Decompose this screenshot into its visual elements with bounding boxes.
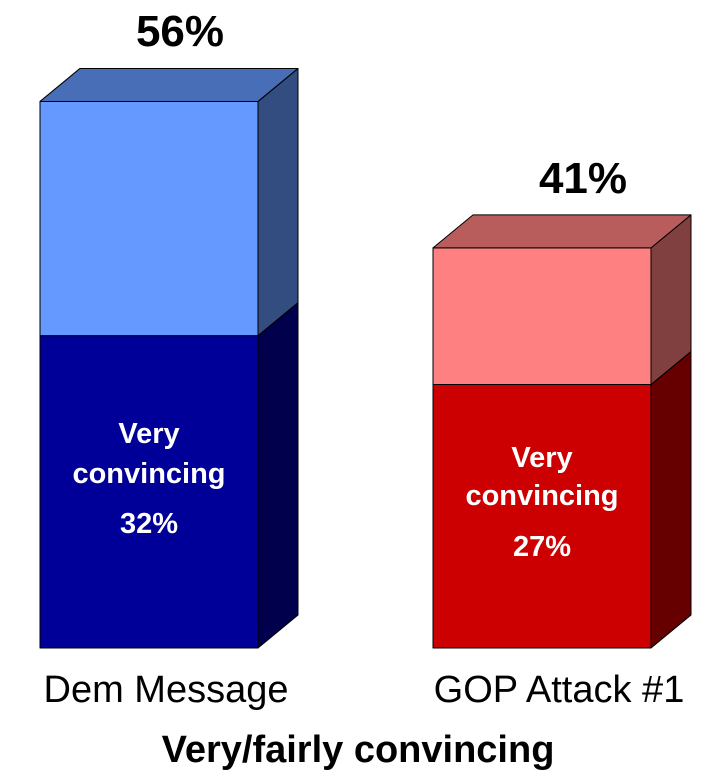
bars-layer: [39, 67, 692, 649]
bar-front-gop-seg1: [432, 247, 652, 385]
inner-label-dem-line1: Very: [118, 418, 179, 450]
bar-front-dem-seg1: [39, 100, 259, 337]
inner-label-gop-line2: convincing: [465, 480, 618, 512]
total-label-gop: 41%: [539, 154, 627, 203]
x-axis-title: Very/fairly convincing: [162, 729, 555, 771]
bar-side-dem-seg1: [257, 67, 299, 337]
inner-label-dem-line2: convincing: [72, 458, 225, 490]
inner-label-dem-line3: 32%: [120, 508, 178, 540]
category-label-dem: Dem Message: [44, 669, 289, 711]
bar-side-dem-seg0: [257, 302, 299, 649]
inner-label-gop-line1: Very: [511, 442, 572, 474]
bar-top-dem: [39, 67, 299, 102]
bar-side-gop-seg0: [650, 350, 692, 649]
inner-label-gop-line3: 27%: [513, 531, 571, 563]
total-label-dem: 56%: [136, 7, 224, 56]
category-label-gop: GOP Attack #1: [434, 669, 685, 711]
bar-front-dem-seg0: [39, 335, 259, 649]
bar-front-gop-seg0: [432, 383, 652, 649]
bar-top-gop: [432, 214, 692, 249]
